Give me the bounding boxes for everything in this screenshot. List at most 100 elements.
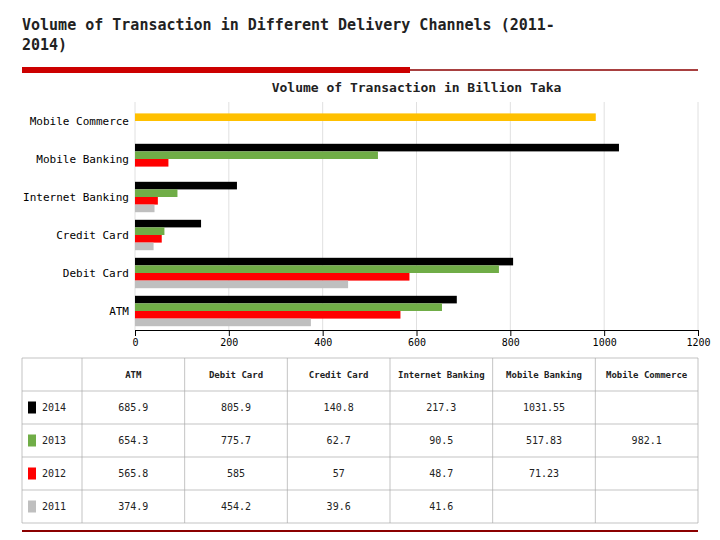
x-tick-mark: [229, 330, 230, 336]
chart: Volume of Transaction in Different Deliv…: [0, 0, 720, 540]
data-label: 41.6: [429, 501, 453, 512]
bar: [135, 182, 237, 190]
data-label: 57: [333, 468, 345, 479]
title: Volume of Transaction in Different Deliv…: [22, 16, 555, 54]
grid-line: [322, 102, 323, 330]
grid-line: [604, 102, 605, 330]
divider: [410, 69, 698, 71]
data-label: 71.23: [529, 468, 559, 479]
y-tick-label: Mobile Commerce: [30, 115, 129, 128]
bar: [135, 151, 378, 159]
y-tick: Debit Card: [63, 267, 129, 280]
bar: [135, 189, 177, 197]
legend-swatch: [28, 468, 36, 480]
x-tick-mark: [135, 330, 136, 336]
x-tick-mark: [698, 330, 699, 336]
x-axis-line: [136, 331, 699, 337]
bar: [135, 205, 155, 213]
value-table: ATM Debit Card Credit Card Internet Banking…: [22, 358, 698, 523]
legend-entry: 2012: [42, 468, 66, 479]
table-rule: [184, 358, 185, 523]
bottom-rule: [22, 530, 698, 532]
bar: [135, 303, 442, 311]
subtitle: Volume of Transaction in Billion Taka: [272, 80, 562, 95]
grid-line: [416, 102, 417, 330]
bar: [135, 296, 457, 304]
bar: [135, 113, 596, 121]
data-label: 48.7: [429, 468, 453, 479]
x-tick-label: 400: [314, 337, 332, 348]
table-rule: [82, 358, 83, 523]
y-tick-label: ATM: [109, 305, 129, 318]
plot: 020040060080010001200Mobile CommerceMobi…: [23, 102, 711, 348]
table-header: Debit Card: [209, 370, 263, 380]
bar: [135, 243, 154, 251]
data-label: 454.2: [221, 501, 251, 512]
legend-swatch: [28, 402, 36, 414]
y-tick: Internet Banking: [23, 191, 129, 204]
bar: [135, 273, 409, 281]
x-tick: 0: [132, 330, 138, 348]
table-rule: [22, 391, 698, 392]
data-label: 775.7: [221, 435, 251, 446]
bar: [135, 144, 619, 152]
table-header: Mobile Banking: [506, 370, 582, 380]
y-tick: Credit Card: [56, 229, 129, 242]
legend-swatch: [28, 501, 36, 513]
data-label: 140.8: [324, 402, 354, 413]
table-rule: [22, 424, 698, 425]
bar: [135, 311, 400, 319]
table-rule: [595, 358, 596, 523]
table-rule: [22, 490, 698, 491]
bar: [135, 220, 201, 228]
data-label: 685.9: [118, 402, 148, 413]
x-tick-mark: [417, 330, 418, 336]
grid-line: [698, 102, 699, 330]
x-tick-mark: [510, 330, 511, 336]
x-tick-label: 1200: [686, 337, 710, 348]
x-tick-label: 200: [220, 337, 238, 348]
legend-entry: 2013: [42, 435, 66, 446]
table-rule: [22, 358, 23, 523]
table-rule: [492, 358, 493, 523]
data-label: 90.5: [429, 435, 453, 446]
table-header: Credit Card: [309, 370, 369, 380]
x-tick: 800: [502, 330, 520, 348]
bar: [135, 319, 311, 327]
bar: [135, 258, 513, 266]
x-axis: 020040060080010001200: [132, 330, 710, 348]
data-label: 805.9: [221, 402, 251, 413]
y-tick-label: Mobile Banking: [36, 153, 129, 166]
y-tick: Mobile Banking: [36, 153, 129, 166]
y-tick-label: Internet Banking: [23, 191, 129, 204]
title-line: Volume of Transaction in Different Deliv…: [22, 16, 555, 34]
legend-swatch: [28, 435, 36, 447]
table-rule: [22, 358, 698, 359]
x-tick-label: 600: [408, 337, 426, 348]
bar: [135, 281, 348, 289]
bar: [135, 227, 164, 235]
title-line: 2014): [22, 36, 67, 54]
data-label: 39.6: [327, 501, 351, 512]
data-label: 217.3: [426, 402, 456, 413]
x-tick: 1200: [686, 330, 710, 348]
table-rule: [287, 358, 288, 523]
table-header: ATM: [125, 370, 142, 380]
x-tick: 200: [220, 330, 238, 348]
grid-line: [228, 102, 229, 330]
data-label: 585: [227, 468, 245, 479]
table-header: Internet Banking: [398, 370, 485, 380]
data-label: 654.3: [118, 435, 148, 446]
data-label: 517.83: [526, 435, 562, 446]
y-tick-label: Debit Card: [63, 267, 129, 280]
bar: [135, 159, 168, 167]
data-label: 982.1: [632, 435, 662, 446]
bar: [135, 265, 499, 273]
bar: [135, 197, 158, 205]
grid-line: [135, 102, 136, 330]
grid: [135, 102, 698, 330]
grid-line: [510, 102, 511, 330]
data-label: 1031.55: [523, 402, 565, 413]
table-rule: [22, 457, 698, 458]
bar: [135, 235, 162, 243]
